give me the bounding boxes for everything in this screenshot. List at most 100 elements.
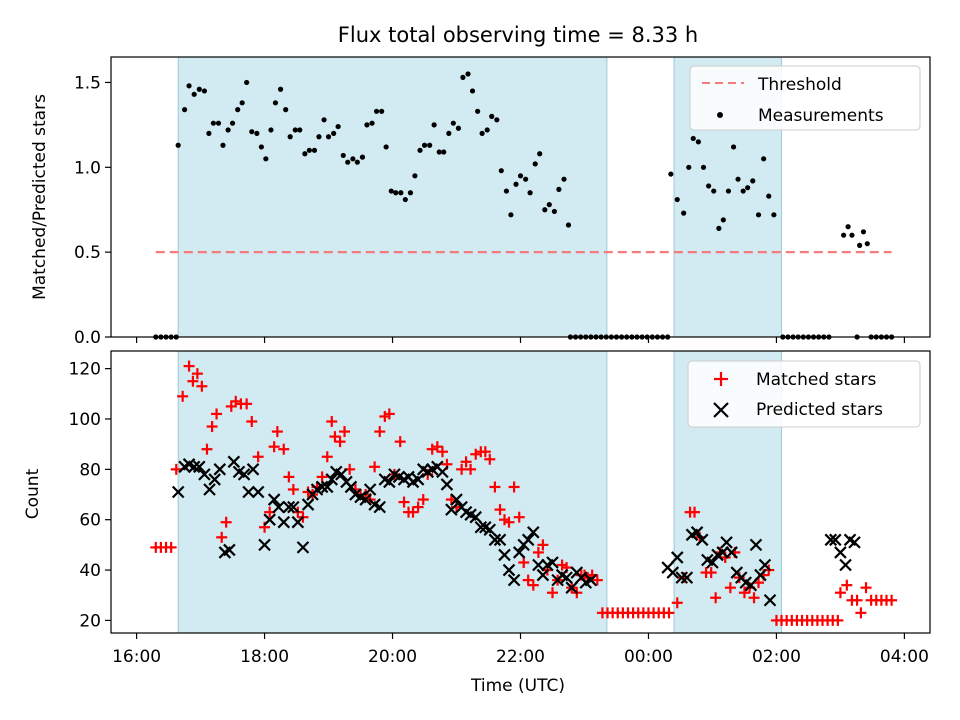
predicted-stars-point bbox=[829, 533, 842, 547]
measurements-point bbox=[287, 134, 293, 140]
matched-stars-point bbox=[748, 592, 760, 604]
matched-stars-point bbox=[334, 436, 346, 448]
predicted-stars-point bbox=[301, 498, 315, 511]
bottom-x-tick-label: 22:00 bbox=[496, 647, 545, 667]
bottom-x-tick-label: 18:00 bbox=[240, 647, 289, 667]
matched-stars-point bbox=[220, 516, 232, 528]
matched-stars-point bbox=[326, 416, 338, 427]
measurements-point bbox=[711, 188, 717, 194]
measurements-point bbox=[244, 79, 250, 86]
bottom-legend: Matched stars Predicted stars bbox=[687, 360, 921, 428]
measurements-point bbox=[398, 190, 404, 196]
matched-stars-point bbox=[211, 408, 223, 420]
measurements-point bbox=[436, 149, 442, 155]
predicted-stars-point bbox=[411, 473, 425, 486]
bottom-y-tick-label: 120 bbox=[69, 360, 101, 380]
bottom-x-tick-label: 00:00 bbox=[624, 647, 673, 667]
matched-stars-point bbox=[689, 506, 701, 518]
measurements-point bbox=[263, 156, 269, 162]
matched-stars-point bbox=[436, 446, 448, 458]
predicted-stars-point bbox=[296, 541, 310, 554]
measurements-point bbox=[249, 129, 255, 135]
matched-stars-point bbox=[518, 557, 530, 568]
measurements-point bbox=[700, 164, 707, 170]
bottom-y-tick-label: 100 bbox=[69, 410, 101, 430]
matched-stars-point bbox=[398, 496, 410, 508]
measurements-point bbox=[735, 176, 741, 182]
matched-stars-point bbox=[165, 541, 177, 553]
measurements-point bbox=[668, 171, 674, 177]
predicted-stars-point bbox=[320, 480, 334, 494]
matched-stars-point bbox=[196, 380, 208, 392]
predicted-stars-point bbox=[720, 536, 733, 549]
measurements-point bbox=[277, 86, 284, 92]
matched-stars-point bbox=[489, 481, 501, 493]
measurements-point bbox=[388, 188, 394, 194]
measurements-point bbox=[215, 120, 222, 126]
measurements-point bbox=[551, 208, 558, 215]
measurements-point bbox=[690, 135, 696, 142]
measurements-point bbox=[546, 202, 552, 208]
measurements-point bbox=[283, 107, 289, 113]
predicted-stars-point bbox=[251, 485, 265, 499]
measurements-point bbox=[498, 168, 504, 174]
measurements-point bbox=[272, 100, 279, 106]
measurements-point bbox=[427, 142, 433, 148]
predicted-stars-point bbox=[440, 478, 454, 491]
measurements-point bbox=[755, 212, 762, 218]
measurements-point bbox=[383, 144, 389, 150]
measurements-point bbox=[725, 188, 732, 194]
measurements-point bbox=[517, 173, 524, 179]
measurements-point bbox=[450, 120, 456, 126]
matched-stars-point bbox=[663, 607, 675, 619]
legend-threshold-label: Threshold bbox=[757, 75, 842, 95]
measurements-point bbox=[460, 74, 466, 80]
measurements-point bbox=[740, 188, 746, 194]
measurements-point bbox=[537, 151, 543, 157]
measurements-point bbox=[455, 125, 462, 131]
measurements-point bbox=[181, 107, 188, 113]
predicted-stars-point bbox=[725, 546, 738, 559]
predicted-stars-point bbox=[706, 556, 719, 569]
predicted-stars-point bbox=[208, 473, 221, 486]
matched-stars-point bbox=[591, 574, 603, 586]
measurements-point bbox=[561, 176, 567, 182]
predicted-stars-point bbox=[532, 558, 545, 572]
predicted-stars-point bbox=[695, 533, 709, 547]
predicted-stars-point bbox=[203, 483, 216, 496]
predicted-stars-point bbox=[488, 533, 502, 547]
measurements-point bbox=[686, 164, 692, 170]
measurements-point bbox=[258, 144, 264, 150]
measurements-point bbox=[513, 181, 519, 187]
predicted-stars-point bbox=[445, 503, 458, 516]
matched-stars-point bbox=[522, 574, 534, 586]
matched-stars-point bbox=[206, 421, 218, 433]
measurements-point bbox=[407, 190, 414, 196]
matched-stars-point bbox=[710, 592, 722, 604]
measurements-point bbox=[750, 178, 756, 184]
matched-stars-point bbox=[412, 501, 424, 513]
measurements-point bbox=[206, 130, 212, 136]
predicted-stars-point bbox=[690, 526, 704, 539]
predicted-stars-point bbox=[474, 520, 488, 534]
matched-stars-point bbox=[252, 451, 264, 463]
matched-stars-point bbox=[201, 443, 213, 455]
predicted-stars-point bbox=[213, 463, 227, 476]
top-panel: 0.0 0.5 1.0 1.5 bbox=[74, 56, 931, 348]
predicted-stars-point bbox=[282, 500, 296, 514]
measurements-point bbox=[431, 122, 437, 128]
bottom-x-tick-label: 16:00 bbox=[112, 647, 161, 667]
predicted-stars-point bbox=[824, 533, 838, 547]
matched-stars-point bbox=[546, 587, 558, 599]
measurements-point bbox=[465, 71, 471, 77]
predicted-stars-point bbox=[223, 543, 236, 557]
predicted-stars-point bbox=[560, 571, 573, 584]
predicted-stars-point bbox=[680, 571, 694, 584]
measurements-point bbox=[503, 188, 510, 194]
top-y-tick-label: 0.0 bbox=[74, 328, 101, 348]
predicted-stars-point bbox=[848, 536, 861, 549]
predicted-stars-point bbox=[498, 548, 511, 562]
matched-stars-point bbox=[394, 436, 406, 448]
matched-stars-point bbox=[268, 441, 280, 453]
predicted-stars-point bbox=[237, 468, 251, 481]
